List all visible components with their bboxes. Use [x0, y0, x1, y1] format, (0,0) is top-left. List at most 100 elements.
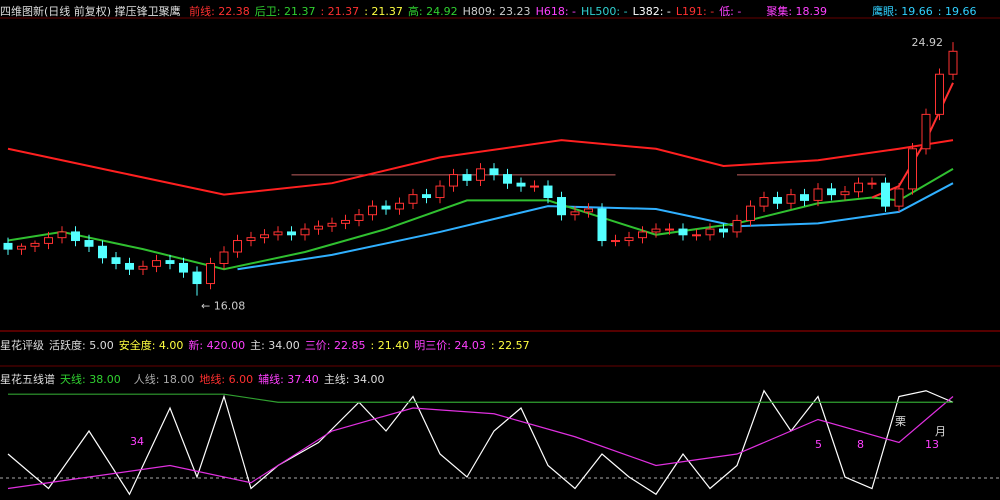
candle-body — [881, 182, 890, 207]
candle-body — [921, 113, 931, 150]
candle-body — [786, 194, 796, 204]
item: : 22.57 — [490, 339, 530, 352]
indicator-line — [7, 139, 954, 196]
candle-body — [260, 234, 269, 239]
item: 高: 24.92 — [407, 5, 458, 18]
candle-body — [287, 231, 296, 236]
panel3-header: 星花五线谱 天线: 38.00 人线: 18.00 地线: 6.00 辅线: 37.40… — [0, 371, 390, 387]
candle-body — [948, 50, 958, 75]
candle-body — [219, 251, 229, 264]
indicator-line — [8, 393, 953, 403]
title: 星花评级 — [0, 339, 44, 352]
item: HL500: - — [581, 5, 628, 18]
candle-body — [746, 205, 755, 221]
max-label: 24.92 — [912, 36, 944, 49]
candle-body — [179, 262, 188, 273]
candle-body — [584, 208, 593, 213]
candle-body — [381, 205, 391, 210]
candle-body — [44, 237, 53, 244]
candle-body — [314, 225, 323, 230]
annotation: 8 — [857, 438, 864, 451]
item: H809: 23.23 — [462, 5, 531, 18]
candle-body — [651, 228, 661, 233]
candle-body — [813, 188, 823, 201]
item: 鹰眼: 19.66 — [872, 5, 933, 18]
candle-body — [638, 231, 647, 239]
candle-body — [71, 231, 80, 242]
candle-body — [327, 222, 337, 227]
candle-body — [354, 214, 364, 221]
item: 活跃度: 5.00 — [49, 339, 114, 352]
candle-body — [17, 245, 26, 250]
annotation: 月 — [935, 425, 946, 438]
candle-body — [408, 194, 418, 204]
annotation: 栗 — [895, 415, 906, 428]
item: 聚集: 18.39 — [766, 5, 828, 18]
annotation: 5 — [815, 438, 822, 451]
item: 安全度: 4.00 — [118, 339, 184, 352]
candle-body — [3, 242, 13, 250]
candle-body — [152, 260, 161, 267]
item: 辅线: 37.40 — [258, 373, 319, 386]
item: 新: 420.00 — [188, 339, 246, 352]
candle-body — [368, 205, 377, 216]
candle-body — [503, 174, 512, 184]
candle-body — [543, 185, 553, 199]
candle-body — [624, 237, 634, 242]
candle-body — [678, 228, 688, 236]
candle-body — [462, 174, 472, 181]
candle-body — [341, 219, 350, 224]
candle-body — [435, 185, 445, 199]
candle-body — [854, 182, 863, 193]
candle-body — [516, 182, 526, 187]
candle-body — [273, 231, 283, 236]
indicator-line — [237, 182, 954, 271]
item: 主线: 34.00 — [323, 373, 385, 386]
candle-body — [705, 228, 715, 236]
candle-body — [233, 240, 242, 253]
item: 低: - — [719, 5, 742, 18]
indicator-line — [7, 396, 954, 490]
candle-body — [206, 262, 215, 285]
item: 人线: 18.00 — [133, 373, 195, 386]
candle-body — [111, 257, 121, 264]
item: 地线: 6.00 — [199, 373, 254, 386]
candle-body — [597, 208, 607, 242]
candle-body — [138, 265, 148, 270]
candle-body — [719, 228, 728, 233]
candle-body — [800, 194, 809, 201]
candle-body — [935, 73, 944, 115]
candle-body — [611, 240, 620, 243]
candle-body — [759, 197, 769, 207]
annotation: 13 — [925, 438, 939, 451]
item: 主: 34.00 — [250, 339, 300, 352]
item: 后卫: 21.37 — [254, 5, 316, 18]
candle-body — [732, 219, 742, 233]
candle-body — [57, 231, 67, 239]
candle-body — [665, 228, 674, 231]
candle-body — [530, 185, 539, 188]
candle-body — [449, 174, 458, 187]
candle-body — [192, 271, 202, 285]
item: : 19.66 — [937, 5, 977, 18]
candle-body — [30, 242, 40, 247]
candle-body — [84, 240, 94, 247]
candle-body — [165, 260, 175, 264]
item: L191: - — [675, 5, 715, 18]
candle-body — [98, 245, 107, 259]
candle-body — [908, 148, 917, 190]
annotation: 34 — [130, 435, 144, 448]
main-header: 四维图新(日线 前复权) 撑压锋卫聚鹰 前线: 22.38 后卫: 21.37: … — [0, 3, 981, 19]
candle-body — [476, 168, 485, 181]
candle-body — [773, 197, 782, 204]
item: L382: - — [632, 5, 671, 18]
item: : 21.37 — [364, 5, 403, 18]
item: H618: - — [535, 5, 577, 18]
candle-body — [557, 197, 566, 216]
item: 前线: 22.38 — [189, 5, 250, 18]
title: 星花五线谱 — [0, 373, 55, 386]
candle-body — [867, 182, 877, 185]
item: 明三价: 24.03 — [414, 339, 486, 352]
